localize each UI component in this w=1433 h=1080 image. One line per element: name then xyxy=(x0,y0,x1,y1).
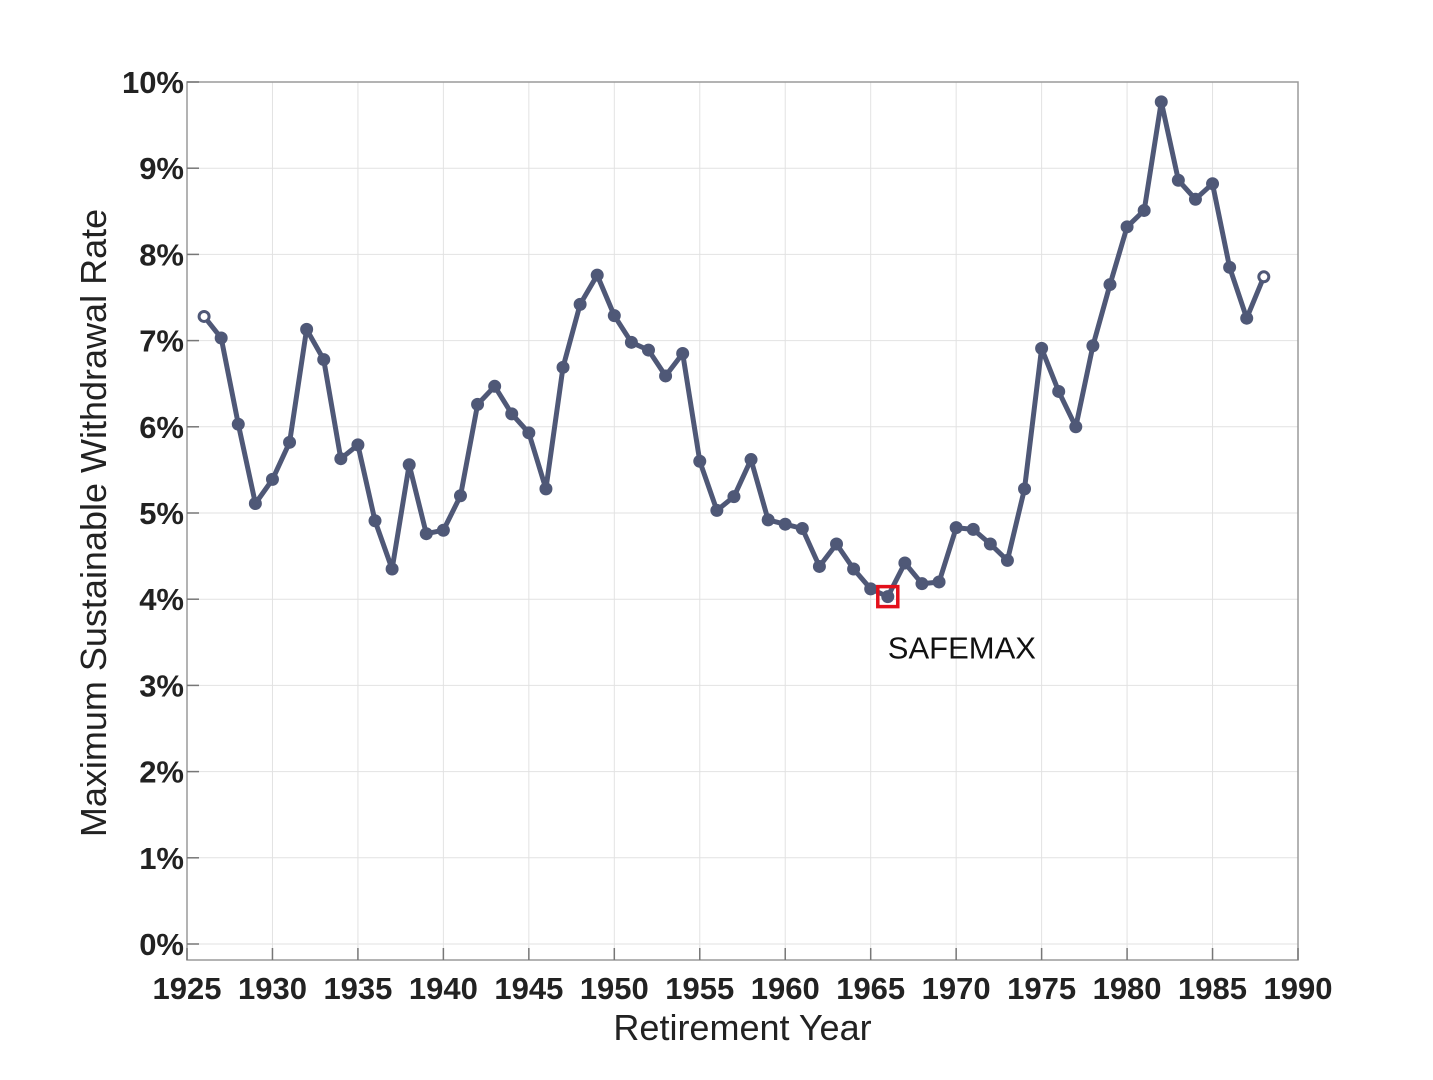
data-point xyxy=(385,562,399,576)
y-tick-label: 8% xyxy=(139,237,184,272)
data-point xyxy=(1069,420,1083,434)
data-point xyxy=(1000,553,1014,567)
y-tick-label: 2% xyxy=(139,755,184,790)
data-point xyxy=(932,575,946,589)
x-tick-label: 1990 xyxy=(1264,971,1333,1006)
data-point xyxy=(488,379,502,393)
data-point xyxy=(197,309,211,323)
y-axis-ticks: 0% 1% 2% 3% 4% 5% 6% 7% 8% 9% 10% xyxy=(122,65,199,962)
data-point xyxy=(1035,341,1049,355)
data-point xyxy=(949,521,963,535)
data-point xyxy=(283,435,297,449)
data-point xyxy=(659,369,673,383)
data-point xyxy=(830,537,844,551)
y-tick-label: 6% xyxy=(139,410,184,445)
data-point xyxy=(710,503,724,517)
data-point xyxy=(966,522,980,536)
x-tick-label: 1975 xyxy=(1007,971,1076,1006)
y-tick-label: 4% xyxy=(139,582,184,617)
data-point xyxy=(317,353,331,367)
data-point xyxy=(1171,173,1185,187)
x-tick-label: 1945 xyxy=(494,971,563,1006)
data-point xyxy=(1240,311,1254,325)
data-point xyxy=(983,537,997,551)
data-point xyxy=(1052,384,1066,398)
x-tick-label: 1985 xyxy=(1178,971,1247,1006)
data-point xyxy=(1188,192,1202,206)
data-point xyxy=(1137,203,1151,217)
data-point xyxy=(744,453,758,467)
x-tick-label: 1940 xyxy=(409,971,478,1006)
x-tick-label: 1935 xyxy=(323,971,392,1006)
data-point xyxy=(1223,260,1237,274)
data-point xyxy=(453,489,467,503)
data-point xyxy=(847,562,861,576)
data-point xyxy=(898,556,912,570)
data-point xyxy=(402,458,416,472)
series-line xyxy=(201,99,1267,600)
data-point xyxy=(471,397,485,411)
data-point xyxy=(248,497,262,511)
y-tick-label: 7% xyxy=(139,324,184,359)
data-point xyxy=(556,360,570,374)
safemax-label: SAFEMAX xyxy=(888,631,1036,666)
y-tick-label: 10% xyxy=(122,65,184,100)
data-point xyxy=(812,559,826,573)
x-axis-ticks: 1925 1930 1935 1940 1945 1950 1955 1960 1965 1970… xyxy=(153,948,1333,1006)
y-tick-label: 5% xyxy=(139,496,184,531)
data-point xyxy=(624,335,638,349)
data-point xyxy=(573,297,587,311)
x-tick-label: 1930 xyxy=(238,971,307,1006)
data-point xyxy=(300,322,314,336)
data-point xyxy=(676,347,690,361)
x-tick-label: 1925 xyxy=(153,971,222,1006)
data-point xyxy=(641,343,655,357)
data-point xyxy=(214,331,228,345)
data-point xyxy=(727,490,741,504)
data-point xyxy=(436,523,450,537)
data-point xyxy=(231,417,245,431)
data-point xyxy=(505,407,519,421)
x-tick-label: 1980 xyxy=(1093,971,1162,1006)
data-point xyxy=(881,590,895,604)
y-tick-label: 9% xyxy=(139,151,184,186)
data-point xyxy=(539,482,553,496)
data-point xyxy=(1154,95,1168,109)
safemax-marker xyxy=(876,584,900,609)
data-point xyxy=(1086,339,1100,353)
data-point xyxy=(265,472,279,486)
data-point xyxy=(590,268,604,282)
data-point xyxy=(1120,220,1134,234)
grid-lines xyxy=(186,81,1299,960)
y-tick-label: 3% xyxy=(139,668,184,703)
x-tick-label: 1970 xyxy=(922,971,991,1006)
data-point xyxy=(522,426,536,440)
x-axis-title: Retirement Year xyxy=(613,1007,871,1048)
data-point xyxy=(1018,482,1032,496)
data-point xyxy=(351,438,365,452)
data-point xyxy=(368,514,382,528)
data-points xyxy=(197,95,1271,604)
data-point xyxy=(334,452,348,466)
data-point xyxy=(915,577,929,591)
data-point xyxy=(607,309,621,323)
x-tick-label: 1960 xyxy=(751,971,820,1006)
data-point xyxy=(1257,270,1271,284)
data-point xyxy=(778,517,792,531)
plot-frame xyxy=(186,81,1299,961)
data-point xyxy=(419,527,433,541)
x-tick-label: 1950 xyxy=(580,971,649,1006)
data-point xyxy=(1103,278,1117,292)
y-tick-label: 1% xyxy=(139,841,184,876)
x-tick-label: 1955 xyxy=(665,971,734,1006)
data-point xyxy=(864,582,878,596)
y-axis-title: Maximum Sustainable Withdrawal Rate xyxy=(73,209,114,837)
y-tick-label: 0% xyxy=(139,927,184,962)
data-point xyxy=(761,513,775,527)
x-tick-label: 1965 xyxy=(836,971,905,1006)
data-point xyxy=(1206,177,1220,191)
data-point xyxy=(693,454,707,468)
data-point xyxy=(795,522,809,536)
